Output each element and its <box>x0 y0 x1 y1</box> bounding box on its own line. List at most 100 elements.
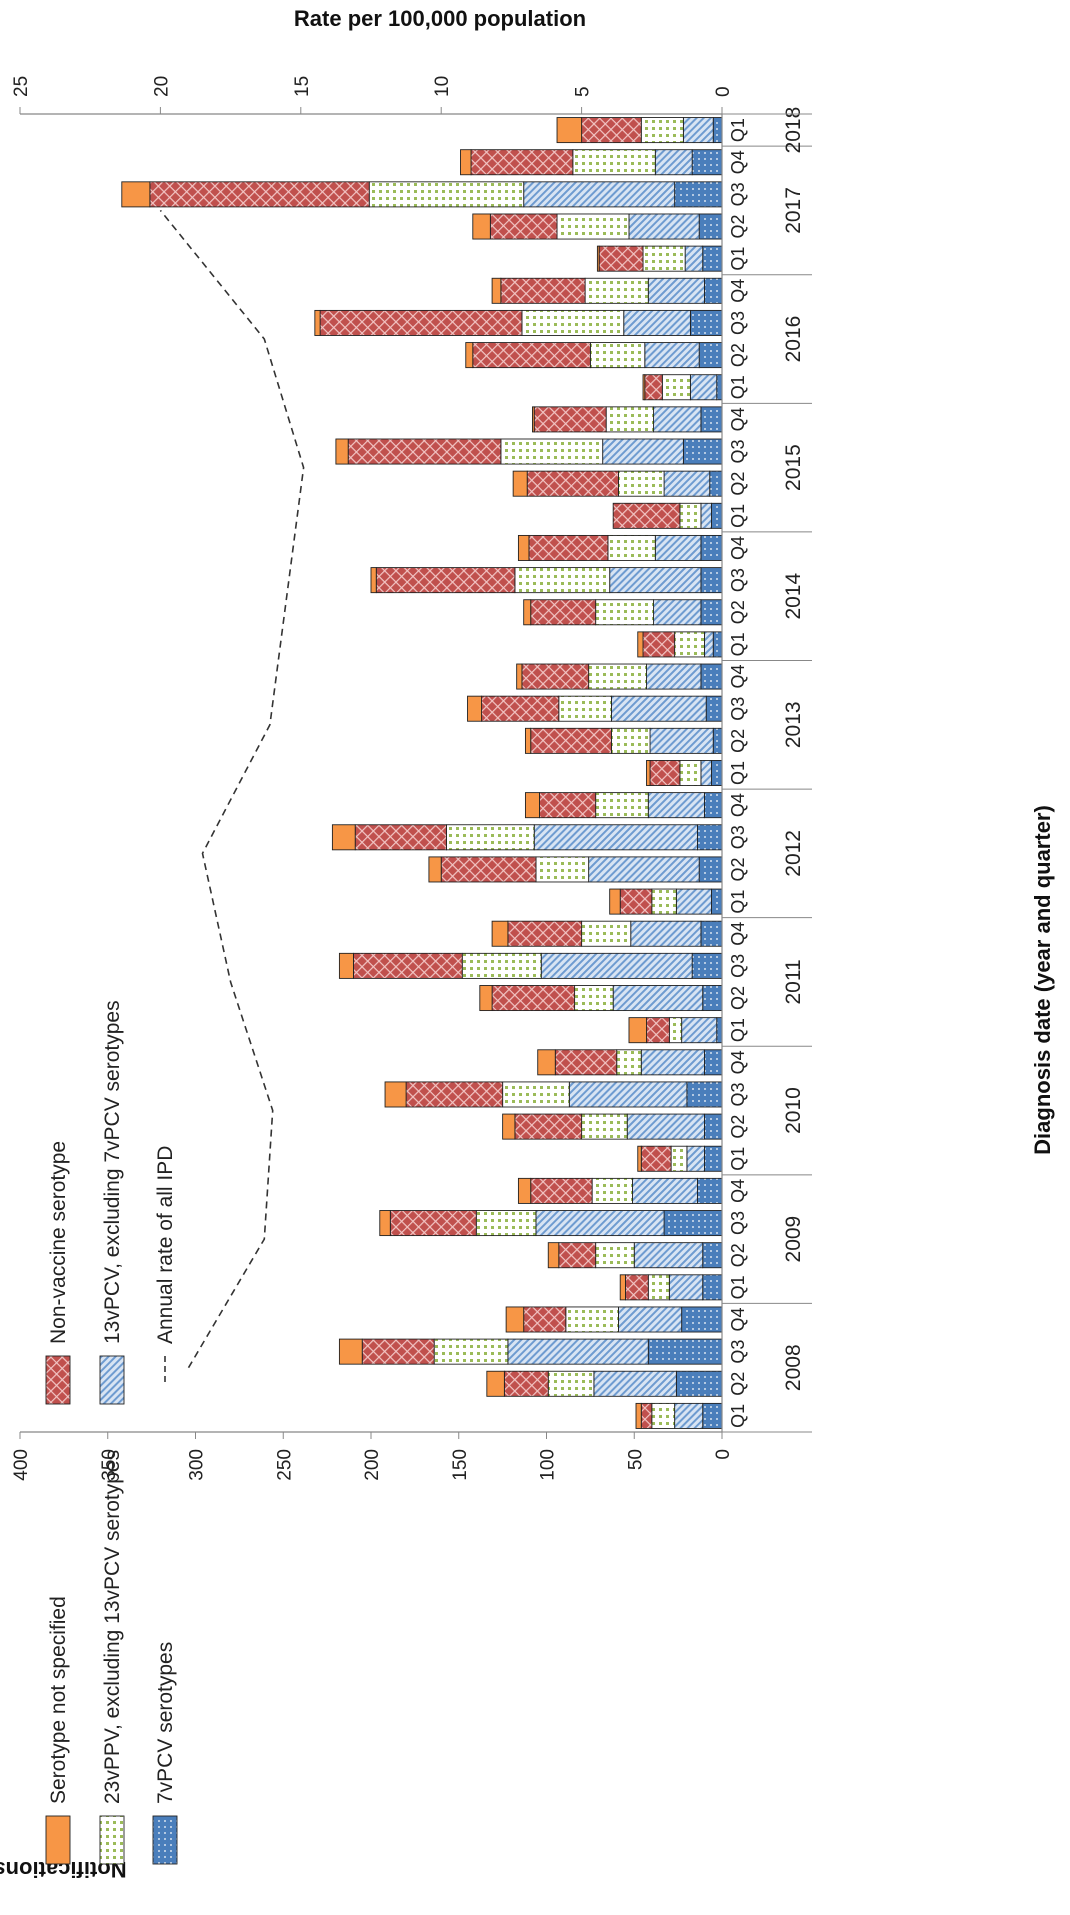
bar-segment-1-16 <box>700 920 723 947</box>
left-axis-tick-label-7: 300 <box>187 1449 208 1481</box>
legend-label-2: 23vPPV, excluding 13vPCV serotypes <box>101 1450 124 1804</box>
bar-segment-5-2 <box>486 1370 505 1397</box>
bar-segment-3-4 <box>565 1306 619 1333</box>
quarter-label-36: Q4 <box>728 279 748 303</box>
year-label-10: 2017 <box>782 187 805 234</box>
year-label-4: 2011 <box>782 959 805 1004</box>
legend-swatch-5 <box>99 1355 125 1405</box>
quarter-label-25: Q1 <box>728 632 748 656</box>
bar-segment-4-26 <box>530 599 597 626</box>
bar-segment-5-36 <box>491 277 502 304</box>
right-axis-tick-label-3: 10 <box>432 76 453 97</box>
quarter-label-15: Q3 <box>728 954 748 978</box>
bar-segment-3-35 <box>521 309 625 336</box>
bar-segment-5-17 <box>609 888 621 915</box>
bar-segment-1-5 <box>702 1274 723 1301</box>
quarter-label-9: Q1 <box>728 1147 748 1171</box>
quarter-label-29: Q1 <box>728 504 748 528</box>
bar-segment-2-2 <box>593 1370 677 1397</box>
bar-segment-5-9 <box>637 1145 642 1172</box>
bar-segment-4-20 <box>539 792 597 819</box>
quarter-label-5: Q1 <box>728 1275 748 1299</box>
bar-segment-2-15 <box>540 952 693 979</box>
bar-segment-1-29 <box>711 502 723 529</box>
bar-segment-4-10 <box>514 1113 583 1140</box>
bar-segment-1-35 <box>689 309 723 336</box>
bar-segment-5-21 <box>646 760 651 786</box>
annual-rate-line <box>159 209 305 1369</box>
bar-segment-1-13 <box>716 1017 723 1044</box>
bar-segment-5-13 <box>628 1017 647 1044</box>
bar-segment-1-15 <box>691 952 723 979</box>
bar-segment-1-20 <box>704 792 723 819</box>
bar-segment-4-9 <box>640 1145 672 1172</box>
bar-segment-2-40 <box>654 149 693 176</box>
bar-segment-1-9 <box>704 1145 723 1172</box>
quarter-label-38: Q2 <box>728 215 748 239</box>
bar-segment-2-8 <box>632 1177 698 1204</box>
bar-segment-2-5 <box>668 1274 704 1301</box>
bar-segment-1-37 <box>702 245 723 272</box>
bar-segment-1-25 <box>712 631 723 658</box>
quarter-label-41: Q1 <box>728 118 748 142</box>
bar-segment-2-23 <box>610 695 707 722</box>
bar-segment-2-39 <box>523 181 676 208</box>
bar-segment-2-14 <box>612 985 704 1012</box>
bar-segment-1-10 <box>704 1113 723 1140</box>
bar-segment-2-28 <box>654 534 702 561</box>
bar-segment-1-7 <box>663 1210 723 1237</box>
bar-segment-2-36 <box>647 277 705 304</box>
bar-segment-4-37 <box>598 245 644 272</box>
quarter-label-40: Q4 <box>728 150 748 174</box>
quarter-label-20: Q4 <box>728 793 748 817</box>
bar-segment-2-24 <box>646 663 702 690</box>
bar-segment-2-17 <box>675 888 712 915</box>
axes: 0 50 100 150 200 250 300 350 400 0 5 10 15 20 25 Q1 Q2 Q3… <box>11 76 812 1481</box>
legend: Serotype not specified 23vPPV, excluding … <box>45 1000 178 1865</box>
bar-segment-3-36 <box>584 277 649 304</box>
bar-segment-3-17 <box>651 888 677 915</box>
bar-segment-2-3 <box>507 1338 649 1365</box>
bar-segment-2-18 <box>588 856 700 883</box>
bar-segment-4-21 <box>649 760 681 786</box>
bar-segment-5-6 <box>547 1242 560 1269</box>
bar-segment-1-12 <box>704 1049 723 1076</box>
bar-segment-4-16 <box>507 920 583 947</box>
x-axis-title: Diagnosis date (year and quarter) <box>1030 805 1055 1155</box>
legend-label-3: 7vPCV serotypes <box>154 1642 177 1804</box>
bar-segment-1-6 <box>702 1242 723 1269</box>
bar-segment-2-13 <box>681 1017 718 1044</box>
bar-segment-3-20 <box>595 792 649 819</box>
bar-segment-1-31 <box>682 438 723 465</box>
bar-segment-4-3 <box>361 1338 435 1365</box>
bar-segment-3-9 <box>670 1145 688 1172</box>
quarter-label-33: Q1 <box>728 375 748 399</box>
quarter-label-35: Q3 <box>728 311 748 335</box>
right-axis-title: Rate per 100,000 population <box>294 6 586 31</box>
bar-segment-1-3 <box>647 1338 723 1365</box>
bar-segment-5-34 <box>465 342 474 369</box>
bar-segment-4-11 <box>405 1081 504 1108</box>
quarter-label-16: Q4 <box>728 922 748 946</box>
quarter-label-3: Q3 <box>728 1340 748 1364</box>
bar-segment-3-24 <box>588 663 647 690</box>
bar-segment-1-33 <box>716 374 723 401</box>
bar-segment-3-19 <box>446 824 535 851</box>
legend-swatch-2 <box>99 1815 125 1865</box>
bar-segment-2-37 <box>684 245 704 272</box>
bar-segment-3-16 <box>581 920 632 947</box>
bar-segment-2-4 <box>618 1306 683 1333</box>
bar-segment-5-30 <box>512 470 528 497</box>
year-label-3: 2010 <box>782 1087 805 1134</box>
bar-segment-1-19 <box>696 824 723 851</box>
bar-segment-4-1 <box>640 1402 653 1429</box>
bar-segment-1-23 <box>705 695 723 722</box>
bar-segment-3-34 <box>589 342 646 369</box>
year-label-11: 2018 <box>782 107 805 154</box>
bar-segment-5-27 <box>370 567 377 594</box>
bar-segment-5-11 <box>384 1081 407 1108</box>
left-axis-tick-label-5: 200 <box>362 1449 383 1481</box>
bar-segment-3-26 <box>595 599 655 626</box>
bar-segment-4-29 <box>612 502 681 529</box>
quarter-label-8: Q4 <box>728 1179 748 1203</box>
